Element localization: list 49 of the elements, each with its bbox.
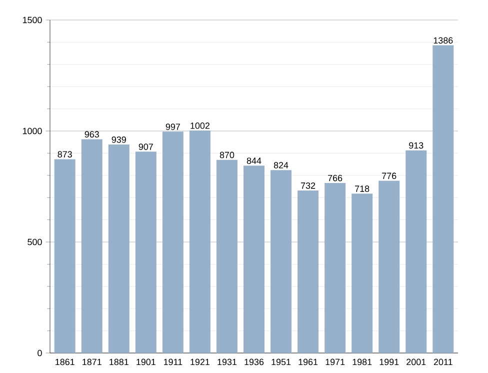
y-tick-label: 1500 — [22, 16, 42, 24]
x-tick-label: 1981 — [352, 358, 372, 366]
x-tick-label: 1936 — [244, 358, 264, 366]
data-label: 824 — [274, 162, 288, 168]
data-label: 718 — [355, 186, 370, 192]
data-label: 997 — [166, 124, 180, 130]
data-label: 844 — [246, 158, 262, 164]
bar — [298, 190, 319, 353]
y-tick-label: 0 — [38, 350, 42, 356]
x-tick-label: 1881 — [110, 358, 128, 366]
x-tick-label: 1991 — [380, 358, 399, 366]
y-tick-label: 500 — [28, 238, 42, 246]
bar — [162, 132, 184, 353]
data-label: 913 — [409, 142, 424, 149]
bar — [135, 152, 156, 353]
bar — [432, 45, 454, 353]
y-tick-label: 1000 — [22, 128, 42, 134]
x-tick-label: 1971 — [326, 358, 345, 366]
bar — [270, 170, 292, 353]
data-label: 776 — [382, 172, 396, 180]
x-tick-label: 1931 — [218, 358, 237, 366]
x-tick-label: 1921 — [190, 358, 210, 366]
data-label: 732 — [301, 182, 316, 189]
x-tick-label: 1861 — [56, 358, 74, 366]
data-label: 1386 — [434, 37, 453, 44]
x-tick-label: 1961 — [298, 358, 318, 366]
x-tick-label: 1901 — [136, 358, 156, 366]
bar — [406, 150, 427, 353]
data-label: 873 — [58, 151, 72, 158]
x-tick-label: 2001 — [406, 358, 426, 366]
x-tick-label: 1911 — [164, 358, 182, 366]
bar — [324, 182, 346, 353]
bar — [108, 144, 130, 353]
bar — [216, 160, 238, 353]
data-label: 963 — [84, 131, 99, 138]
bar — [54, 159, 76, 353]
data-label: 766 — [328, 174, 342, 182]
data-label: 907 — [138, 144, 153, 150]
bar — [81, 139, 102, 353]
data-label: 939 — [112, 136, 126, 143]
x-tick-label: 2011 — [434, 358, 452, 366]
bar — [189, 130, 210, 353]
bar — [378, 180, 400, 353]
data-label: 870 — [220, 152, 234, 158]
x-tick-label: 1951 — [272, 358, 291, 366]
bar — [244, 166, 265, 353]
bar — [352, 194, 373, 353]
data-label: 1002 — [190, 122, 210, 129]
x-tick-label: 1871 — [82, 358, 102, 366]
